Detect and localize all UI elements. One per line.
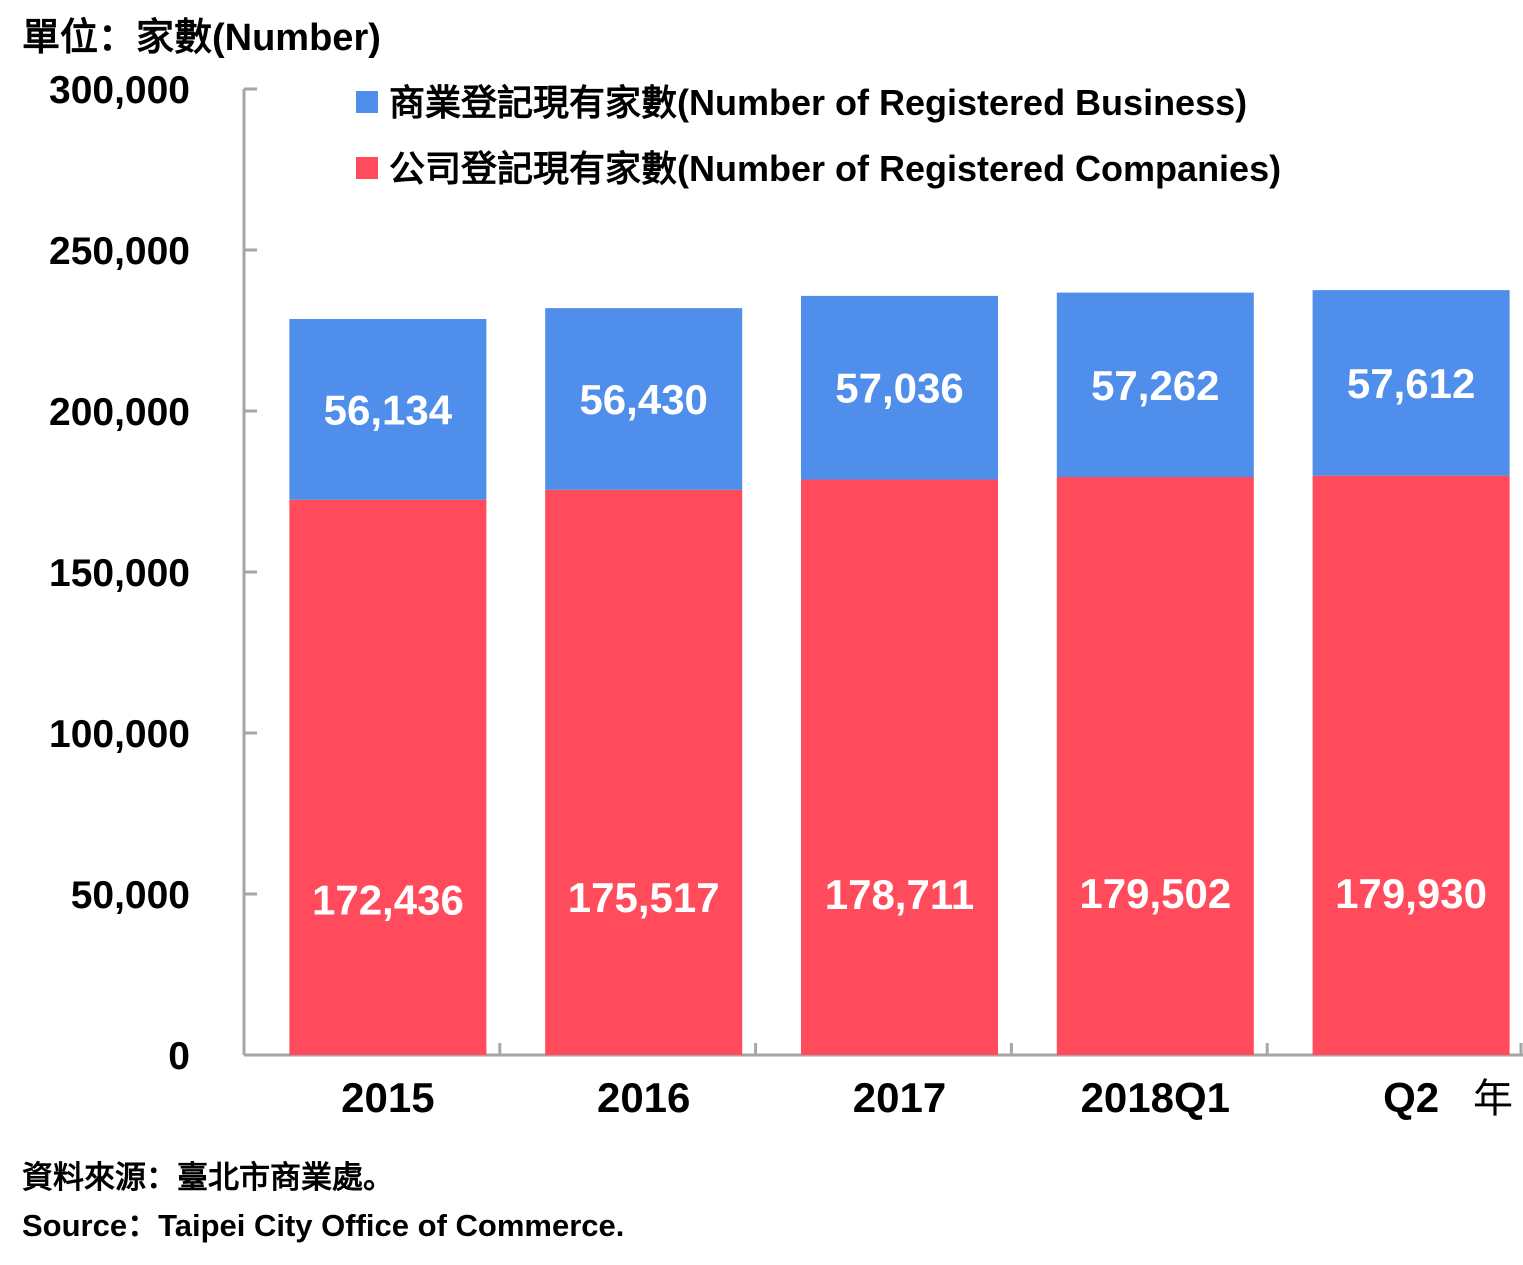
data-label-companies: 172,436 — [312, 877, 464, 924]
y-tick-label: 200,000 — [49, 391, 190, 434]
legend: 商業登記現有家數(Number of Registered Business) 公… — [356, 82, 1281, 189]
bar-companies — [545, 489, 743, 1055]
bar-companies — [1312, 475, 1510, 1056]
x-tick-label: 2018Q1 — [1081, 1074, 1230, 1121]
x-tick-label: 2016 — [597, 1074, 690, 1121]
y-tick-label: 300,000 — [49, 69, 190, 112]
x-tick-label: Q2 — [1383, 1074, 1439, 1121]
legend-label-business: 商業登記現有家數(Number of Registered Business) — [389, 82, 1247, 123]
source-en: Source：Taipei City Office of Commerce. — [22, 1208, 625, 1243]
data-label-business: 57,262 — [1091, 362, 1219, 409]
legend-swatch-business — [356, 91, 378, 113]
y-tick-label: 150,000 — [49, 552, 190, 595]
legend-label-companies: 公司登記現有家數(Number of Registered Companies) — [389, 148, 1281, 189]
stacked-bar-chart: 0 50,000 100,000 150,000 200,000 250,000 300,0… — [49, 69, 1523, 1121]
bar-companies — [289, 499, 487, 1055]
data-label-business: 56,134 — [324, 386, 453, 433]
bar-companies — [1056, 477, 1254, 1056]
bar-business — [545, 308, 743, 490]
bars: 172,436 56,134 175,517 56,430 178,711 57,036 1… — [289, 290, 1510, 1056]
data-label-companies: 175,517 — [568, 874, 720, 921]
data-label-companies: 179,930 — [1335, 870, 1487, 917]
y-tick-label: 100,000 — [49, 713, 190, 756]
bar-business — [289, 319, 487, 500]
unit-label: 單位：家數(Number) — [22, 17, 381, 59]
bar-business — [1312, 290, 1510, 476]
x-tick-label: 2015 — [341, 1074, 434, 1121]
data-label-business: 57,612 — [1347, 360, 1475, 407]
y-axis: 0 50,000 100,000 150,000 200,000 250,000 300,0… — [49, 69, 257, 1078]
bar-business — [1056, 292, 1254, 478]
data-label-companies: 178,711 — [825, 871, 975, 918]
data-label-business: 56,430 — [579, 376, 707, 423]
y-tick-label: 0 — [168, 1035, 190, 1078]
source-zh: 資料來源：臺北市商業處。 — [22, 1160, 394, 1195]
bar-companies — [801, 479, 998, 1056]
y-tick-label: 250,000 — [49, 230, 190, 273]
data-label-business: 57,036 — [835, 365, 963, 412]
bar-business — [801, 295, 998, 480]
x-axis-unit: 年 — [1473, 1077, 1513, 1121]
data-label-companies: 179,502 — [1079, 870, 1231, 917]
y-tick-label: 50,000 — [71, 874, 190, 917]
x-tick-label: 2017 — [853, 1074, 946, 1121]
legend-swatch-companies — [356, 157, 378, 179]
